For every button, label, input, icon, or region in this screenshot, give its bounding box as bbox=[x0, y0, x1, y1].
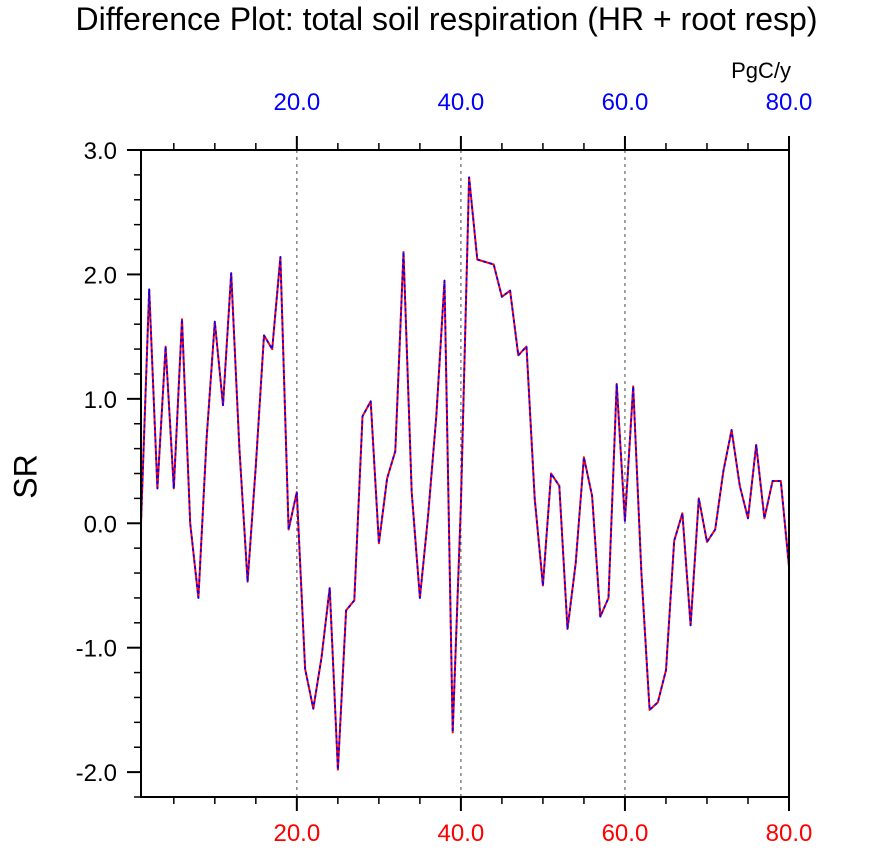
x-top-tick-label-3: 80.0 bbox=[766, 89, 813, 116]
y-tick-label-1: 2.0 bbox=[84, 262, 117, 289]
x-bottom-tick-label-1: 40.0 bbox=[438, 820, 485, 847]
y-tick-label-4: -1.0 bbox=[76, 636, 117, 663]
y-tick-label-3: 0.0 bbox=[84, 511, 117, 538]
chart-title: Difference Plot: total soil respiration … bbox=[75, 1, 818, 37]
x-bottom-tick-label-3: 80.0 bbox=[766, 820, 813, 847]
x-top-tick-label-0: 20.0 bbox=[273, 89, 320, 116]
x-bottom-tick-label-2: 60.0 bbox=[602, 820, 649, 847]
y-tick-label-5: -2.0 bbox=[76, 760, 117, 787]
series-layer bbox=[140, 176, 790, 771]
series-line-0 bbox=[140, 176, 790, 771]
axis-layer bbox=[127, 136, 790, 811]
plot-frame bbox=[140, 149, 790, 798]
x-top-tick-label-1: 40.0 bbox=[438, 89, 485, 116]
y-tick-label-0: 3.0 bbox=[84, 138, 117, 165]
series-line-1 bbox=[140, 176, 790, 771]
x-top-tick-label-2: 60.0 bbox=[602, 89, 649, 116]
x-bottom-tick-label-0: 20.0 bbox=[273, 820, 320, 847]
label-layer: 3.0 2.0 1.0 0.0 -1.0 -2.0 20.0 20.0 40.0 40.0 60.0… bbox=[76, 89, 813, 847]
top-axis-unit: PgC/y bbox=[731, 58, 791, 83]
y-tick-label-2: 1.0 bbox=[84, 387, 117, 414]
